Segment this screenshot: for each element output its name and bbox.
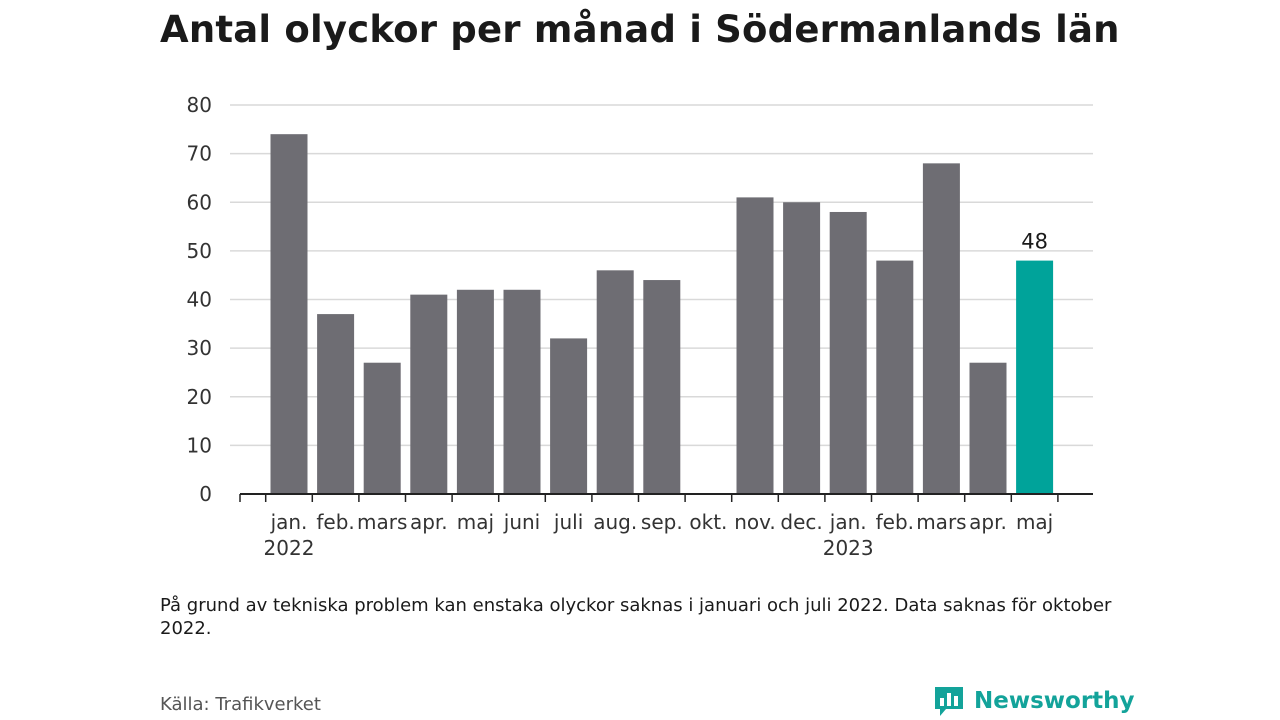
y-tick-label: 80 bbox=[187, 93, 212, 117]
bar-10 bbox=[736, 197, 774, 494]
y-tick-label: 30 bbox=[187, 336, 212, 360]
x-tick-label: jan. bbox=[829, 510, 867, 534]
y-tick-label: 70 bbox=[187, 142, 212, 166]
x-tick-label: mars bbox=[916, 510, 966, 534]
bar-14 bbox=[922, 163, 960, 494]
footnote: På grund av tekniska problem kan enstaka… bbox=[160, 595, 1112, 639]
x-tick-label: apr. bbox=[410, 510, 448, 534]
x-tick-label: jan. bbox=[270, 510, 308, 534]
x-tick-label: feb. bbox=[876, 510, 914, 534]
bar-8 bbox=[643, 280, 681, 494]
x-tick-label: sep. bbox=[641, 510, 683, 534]
x-tick-label: dec. bbox=[780, 510, 822, 534]
x-tick-label: maj bbox=[457, 510, 494, 534]
x-tick-label: nov. bbox=[734, 510, 776, 534]
chart-title: Antal olyckor per månad i Södermanlands … bbox=[160, 8, 1120, 51]
bar-7 bbox=[596, 270, 634, 494]
data-labels: 48 bbox=[1021, 230, 1048, 254]
y-tick-label: 0 bbox=[199, 482, 212, 506]
brand-name: Newsworthy bbox=[974, 688, 1135, 714]
bar-13 bbox=[876, 260, 914, 494]
source-label: Källa: Trafikverket bbox=[160, 694, 321, 715]
bars bbox=[270, 134, 1054, 495]
y-tick-label: 40 bbox=[187, 288, 212, 312]
bar-3 bbox=[410, 294, 448, 494]
x-tick-label: feb. bbox=[316, 510, 354, 534]
bar-2 bbox=[363, 362, 401, 494]
bar-1 bbox=[317, 314, 355, 494]
y-tick-label: 50 bbox=[187, 239, 212, 263]
bar-chart-speech-bubble-icon bbox=[935, 687, 963, 716]
bar-15 bbox=[969, 362, 1007, 494]
x-tick-label: juli bbox=[553, 510, 583, 534]
x-axis bbox=[239, 493, 1093, 502]
y-tick-label: 20 bbox=[187, 385, 212, 409]
x-year-label: 2023 bbox=[823, 536, 874, 560]
bar-4 bbox=[456, 289, 494, 494]
y-tick-label: 60 bbox=[187, 190, 212, 214]
x-tick-label: apr. bbox=[969, 510, 1007, 534]
brand-logo[interactable]: Newsworthy bbox=[932, 684, 1135, 718]
x-tick-label: mars bbox=[357, 510, 407, 534]
bar-12 bbox=[829, 211, 867, 494]
bar-6 bbox=[550, 338, 588, 494]
x-tick-label: okt. bbox=[689, 510, 727, 534]
x-tick-label: aug. bbox=[593, 510, 637, 534]
y-tick-labels: 0 10 20 30 40 50 60 70 80 bbox=[187, 93, 212, 506]
y-tick-label: 10 bbox=[187, 433, 212, 457]
x-year-label: 2022 bbox=[264, 536, 315, 560]
bar-5 bbox=[503, 289, 541, 494]
bar-11 bbox=[783, 202, 821, 494]
x-tick-label: juni bbox=[503, 510, 540, 534]
bar-16 bbox=[1016, 260, 1054, 494]
x-tick-labels: jan. feb. mars apr. maj juni juli aug. sep. okt. n… bbox=[264, 510, 1054, 560]
data-label: 48 bbox=[1021, 230, 1048, 254]
bar-0 bbox=[270, 134, 308, 495]
x-tick-label: maj bbox=[1016, 510, 1053, 534]
